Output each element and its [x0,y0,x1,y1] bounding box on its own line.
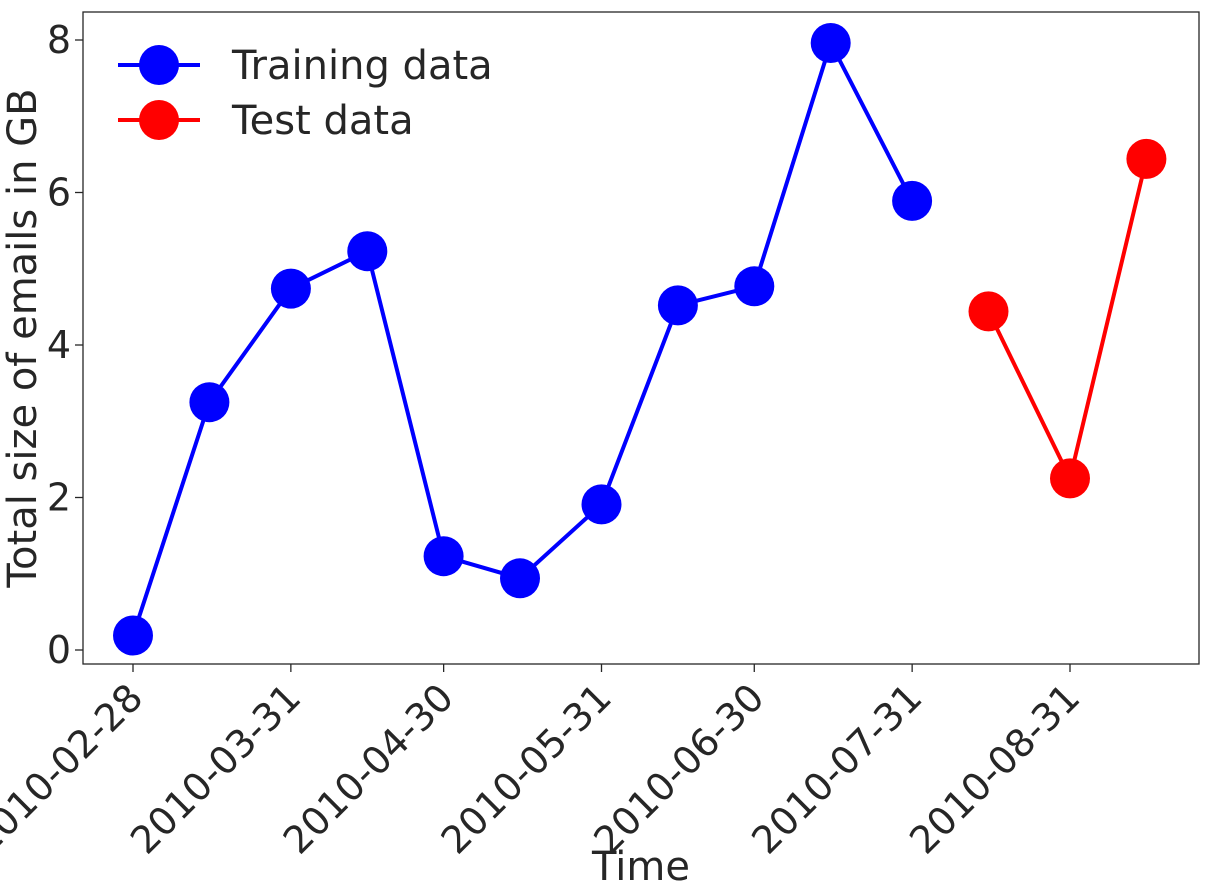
data-point [1126,138,1167,179]
series-test-data [968,138,1167,499]
y-tick-label: 4 [47,323,71,367]
data-point [423,536,464,577]
legend-item: Training data [118,43,493,89]
data-point [581,484,622,525]
data-point [657,285,698,326]
legend-marker [139,45,179,85]
legend: Training data Test data [118,43,493,144]
data-point [968,291,1009,332]
y-tick-label: 2 [47,476,71,520]
series-layer [113,23,1167,656]
data-point [734,266,775,307]
series-training-data [113,23,933,656]
data-point [347,231,388,272]
y-axis: 0 2 4 6 8 [47,18,83,672]
data-point [270,268,311,309]
legend-label: Training data [231,43,493,89]
y-tick-label: 0 [47,628,71,672]
data-point [113,615,153,656]
legend-marker [139,100,179,140]
data-point [189,382,230,423]
y-tick-label: 6 [47,171,71,215]
legend-label: Test data [231,98,414,144]
data-point [810,23,851,63]
y-axis-title: Total size of emails in GB [0,88,46,588]
data-point [892,180,933,221]
plot-frame [82,11,1200,665]
legend-item: Test data [118,98,414,144]
y-tick-label: 8 [47,18,71,62]
data-point [1050,458,1090,499]
x-axis-title: Time [591,844,690,890]
data-point [500,558,540,599]
